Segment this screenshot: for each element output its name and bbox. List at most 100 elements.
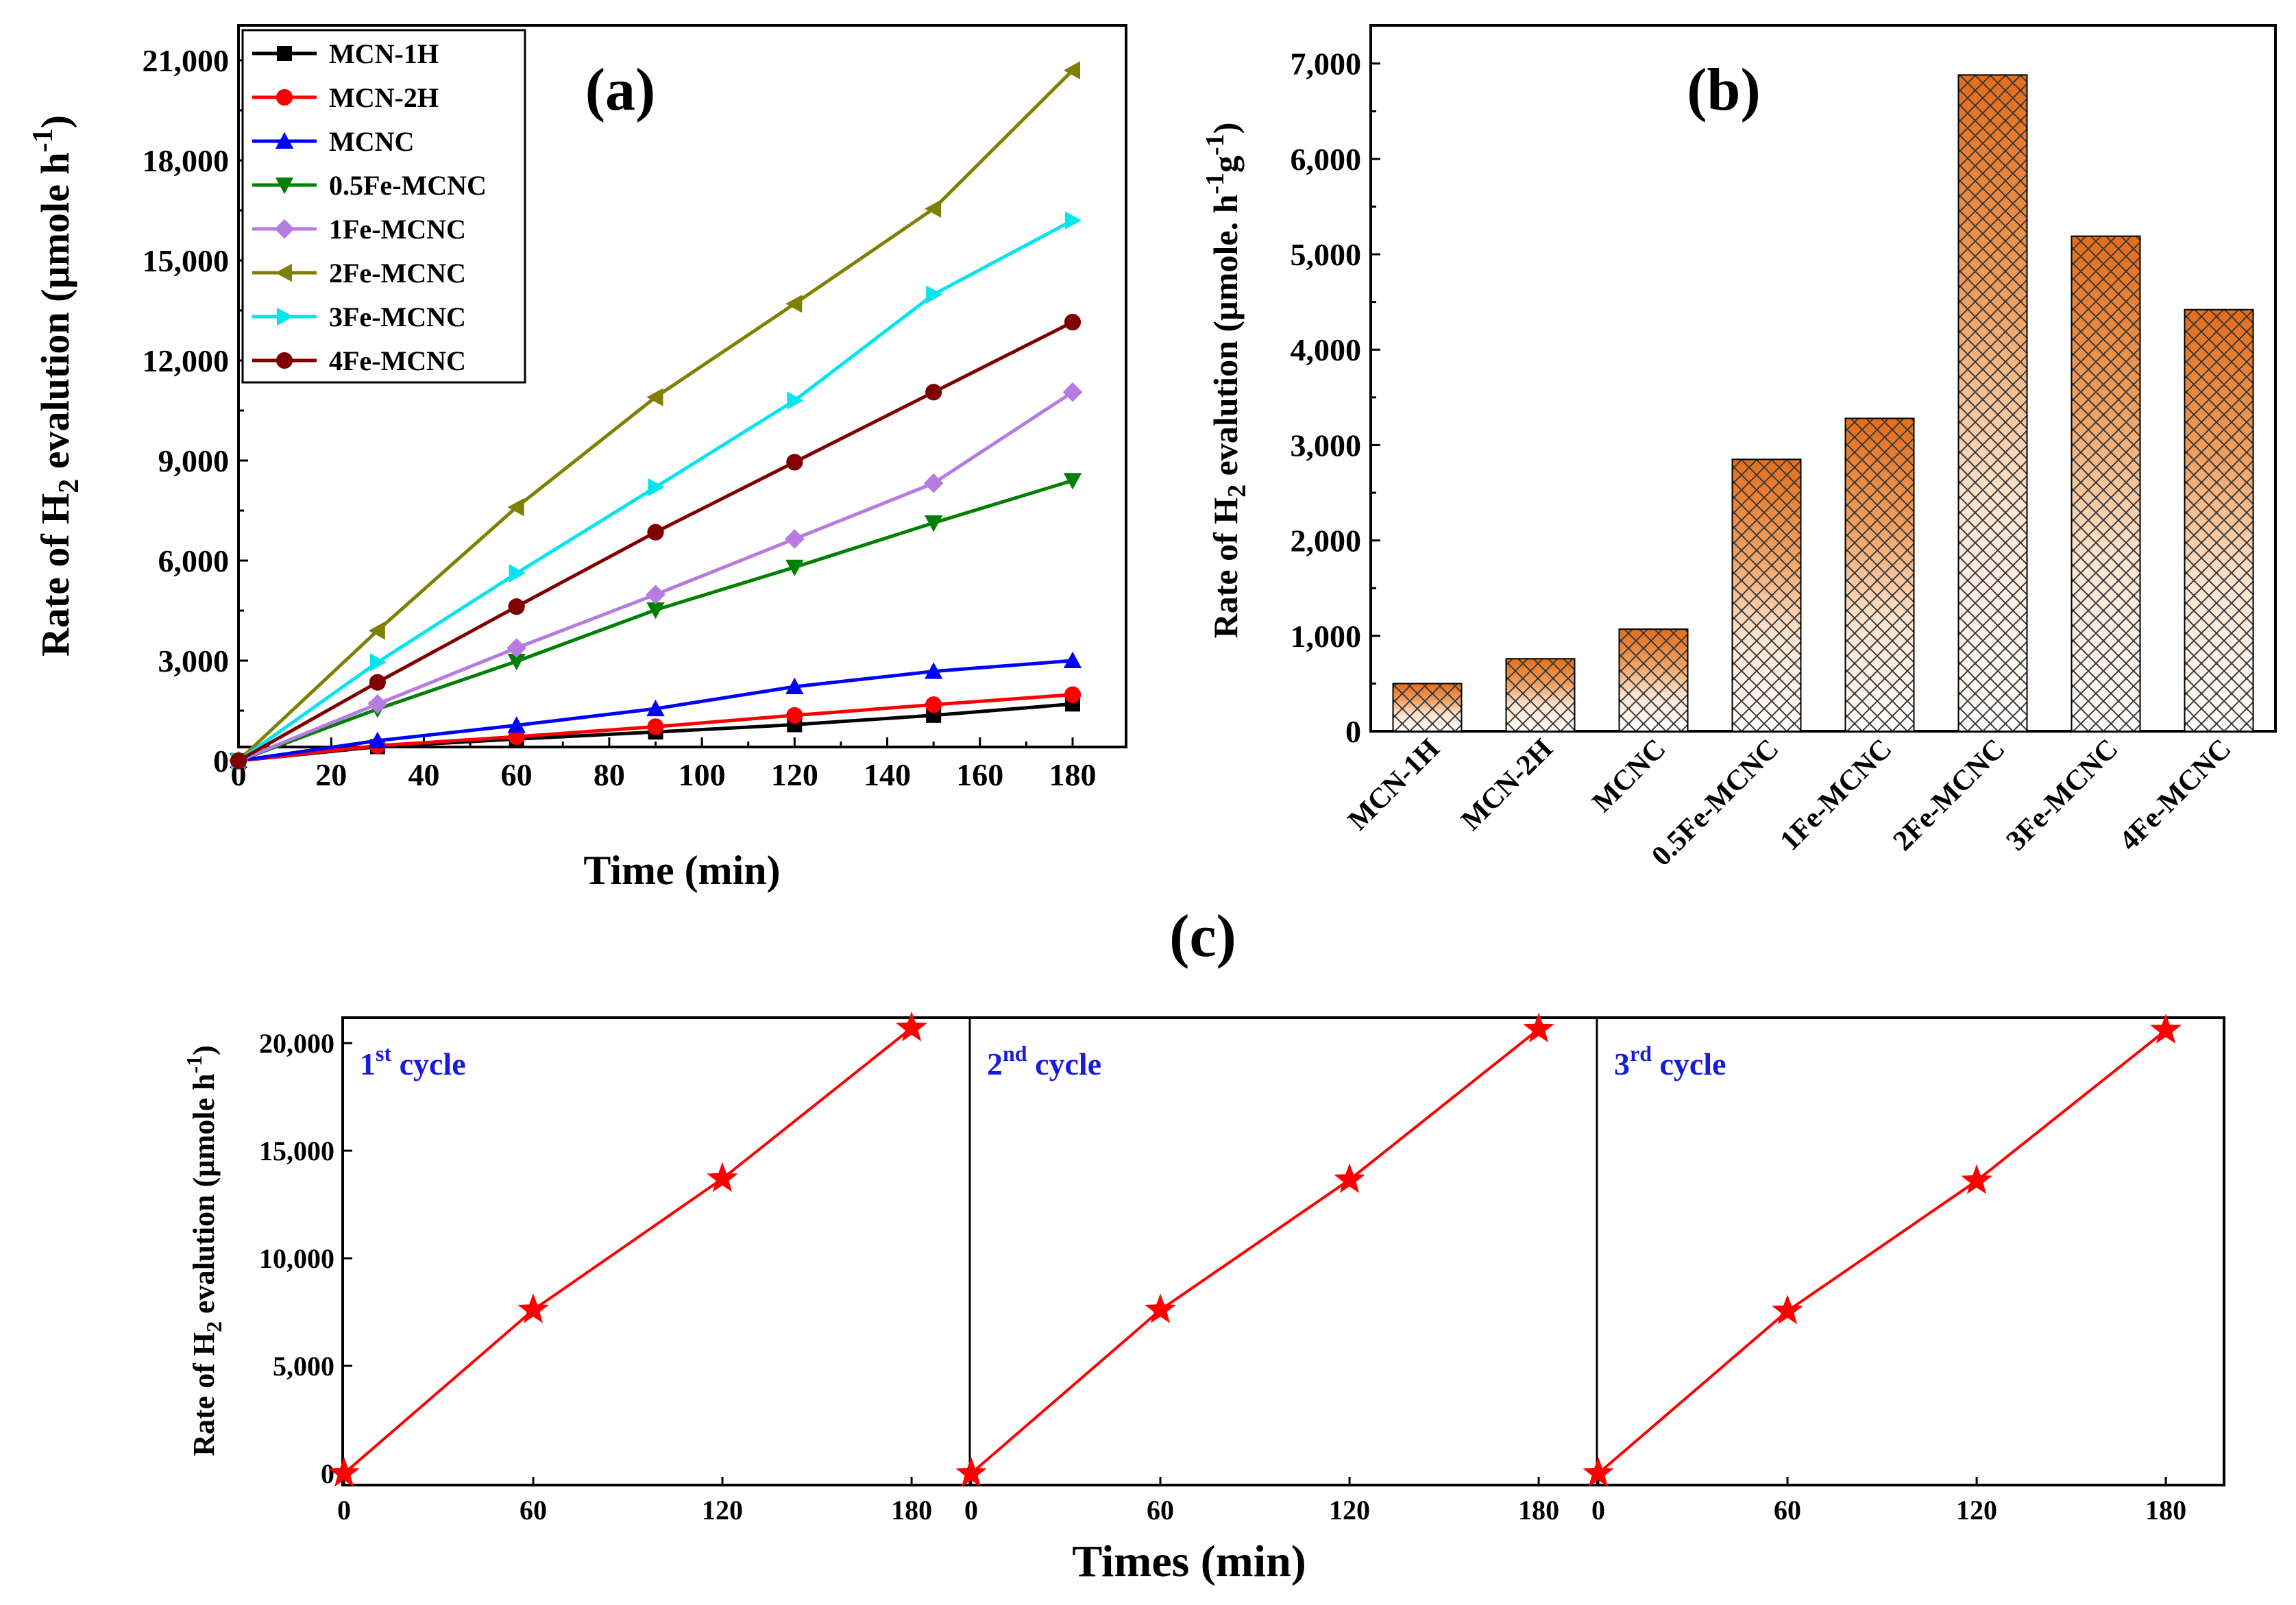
ylabel-mid: evalution (µmole h — [33, 152, 77, 478]
legend-label: 0.5Fe-MCNC — [329, 170, 487, 201]
cycle-number: 2 — [987, 1046, 1003, 1081]
x-tick-label: 120 — [702, 1495, 743, 1526]
data-point — [955, 1457, 987, 1487]
bar-2Fe-MCNC — [1957, 74, 2028, 733]
bar-hatch — [1731, 458, 1802, 732]
bar-0.5Fe-MCNC — [1731, 458, 1802, 732]
data-point — [1064, 686, 1082, 703]
data-point — [926, 285, 943, 304]
data-point — [1065, 211, 1082, 230]
legend-marker — [276, 88, 293, 106]
x-tick-label: 160 — [956, 757, 1003, 792]
bar-hatch — [1505, 658, 1576, 732]
ylabel-mid: evalution (µmole h — [187, 1074, 221, 1321]
data-point — [787, 391, 804, 410]
cycle-2: 2nd cycle — [955, 1012, 1554, 1487]
ylabel-sub: 2 — [53, 479, 85, 493]
y-tick-label: 6,000 — [1291, 142, 1362, 177]
bar-hatch — [1618, 628, 1689, 732]
y-tick-label: 5,000 — [1291, 237, 1362, 272]
legend-label: MCNC — [329, 126, 414, 157]
cycle-line — [1597, 1029, 2167, 1475]
bar-3Fe-MCNC — [2071, 235, 2141, 732]
series-4Fe-MCNC — [230, 313, 1082, 770]
data-point — [925, 384, 942, 401]
series-MCNC — [229, 651, 1082, 768]
panel-a: 0 20 40 60 80 100 120 140 160 18003,0006,0009,000… — [27, 24, 1127, 893]
x-tick-label: 180 — [891, 1495, 932, 1526]
legend-marker — [274, 219, 295, 239]
legend-label: 1Fe-MCNC — [329, 214, 466, 245]
x-tick-label: 20 — [315, 757, 347, 792]
legend-marker — [275, 177, 294, 195]
series-line — [237, 320, 1074, 763]
data-point — [369, 653, 387, 672]
ylabel-sup: -1 — [1201, 173, 1230, 195]
data-point — [785, 559, 804, 576]
bar-MCN-2H — [1505, 658, 1576, 732]
legend-marker — [277, 307, 294, 326]
legend-marker — [275, 132, 294, 149]
y-tick-label: 4,000 — [1291, 332, 1362, 367]
legend-label: 3Fe-MCNC — [329, 302, 466, 332]
cycle-1: 1st cycle — [328, 1012, 927, 1487]
data-point — [368, 622, 385, 640]
x-tick-label: 120 — [1329, 1495, 1370, 1526]
y-tick-label: 3,000 — [158, 644, 230, 678]
category-label: MCNC — [1587, 733, 1672, 819]
y-tick-label: 5,000 — [273, 1351, 334, 1382]
bar-hatch — [1844, 417, 1915, 732]
data-point — [369, 674, 386, 691]
data-point — [506, 638, 526, 658]
ylabel-sup2: -1 — [1201, 134, 1230, 156]
y-tick-label: 6,000 — [158, 543, 230, 578]
legend-marker — [276, 352, 293, 369]
panel-a-frame — [237, 24, 1127, 748]
y-tick-label: 15,000 — [259, 1136, 334, 1166]
cycle-3: 3rd cycle — [1583, 1014, 2182, 1487]
data-point — [1961, 1164, 1992, 1194]
ylabel-sup: -1 — [27, 128, 59, 152]
panel-c-y-axis-label: Rate of H2 evalution (µmole h-1) — [182, 1045, 226, 1456]
data-point — [896, 1012, 927, 1042]
data-point — [508, 598, 525, 615]
bar-1Fe-MCNC — [1844, 417, 1915, 732]
data-point — [924, 662, 943, 679]
ylabel-post: ) — [33, 115, 77, 128]
cycle-number: 3 — [1614, 1046, 1630, 1081]
data-point — [1523, 1012, 1554, 1043]
bar-hatch — [2071, 235, 2141, 732]
panel-b-ticks: 0 1,000 2,000 3,000 4,000 5,000 6,000 7,000 — [1291, 47, 2220, 749]
cycle-suffix: cycle — [1027, 1046, 1102, 1081]
data-point — [646, 699, 665, 717]
data-point — [646, 388, 663, 406]
x-tick-label: 180 — [2145, 1495, 2186, 1526]
y-tick-label: 2,000 — [1291, 524, 1362, 559]
y-tick-label: 0 — [1345, 714, 1361, 749]
data-point — [1063, 473, 1082, 490]
panel-b-bars — [1392, 74, 2254, 733]
ylabel-post: ) — [1206, 123, 1245, 134]
panel-b-y-axis-label: Rate of H2 evalution (µmole. h-1g-1) — [1201, 123, 1251, 639]
data-point — [785, 529, 805, 549]
x-tick-label: 140 — [864, 757, 911, 792]
data-point — [230, 752, 247, 770]
data-point — [509, 564, 526, 583]
data-point — [923, 473, 944, 493]
panel-a-x-axis-label: Time (min) — [583, 848, 780, 893]
cycle-superscript: st — [376, 1041, 391, 1066]
data-point — [517, 1293, 549, 1323]
y-tick-label: 10,000 — [259, 1243, 334, 1274]
legend-label: 4Fe-MCNC — [329, 345, 466, 376]
data-point — [367, 694, 388, 714]
data-point — [925, 696, 942, 713]
data-point — [1772, 1295, 1803, 1325]
data-point — [648, 478, 665, 497]
y-tick-label: 1,000 — [1291, 619, 1362, 654]
data-point — [1583, 1457, 1614, 1487]
cycle-suffix: cycle — [391, 1046, 466, 1081]
bar-hatch — [2184, 308, 2254, 732]
category-label: 1Fe-MCNC — [1774, 733, 1898, 857]
